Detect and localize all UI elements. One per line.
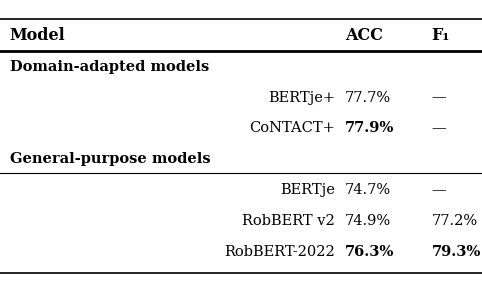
Text: BERTje: BERTje [280, 183, 335, 197]
Text: RobBERT v2: RobBERT v2 [242, 214, 335, 228]
Text: ACC: ACC [345, 27, 383, 44]
Text: —: — [431, 122, 446, 135]
Text: General-purpose models: General-purpose models [10, 152, 210, 166]
Text: —: — [431, 91, 446, 104]
Text: CoNTACT+: CoNTACT+ [249, 122, 335, 135]
Text: —: — [431, 183, 446, 197]
Text: 79.3%: 79.3% [431, 245, 481, 259]
Text: 76.3%: 76.3% [345, 245, 394, 259]
Text: 74.7%: 74.7% [345, 183, 391, 197]
Text: 77.2%: 77.2% [431, 214, 478, 228]
Text: 77.7%: 77.7% [345, 91, 391, 104]
Text: Model: Model [10, 27, 65, 44]
Text: 74.9%: 74.9% [345, 214, 391, 228]
Text: BERTje+: BERTje+ [268, 91, 335, 104]
Text: 77.9%: 77.9% [345, 122, 394, 135]
Text: RobBERT-2022: RobBERT-2022 [224, 245, 335, 259]
Text: Domain-adapted models: Domain-adapted models [10, 60, 209, 74]
Text: F₁: F₁ [431, 27, 450, 44]
